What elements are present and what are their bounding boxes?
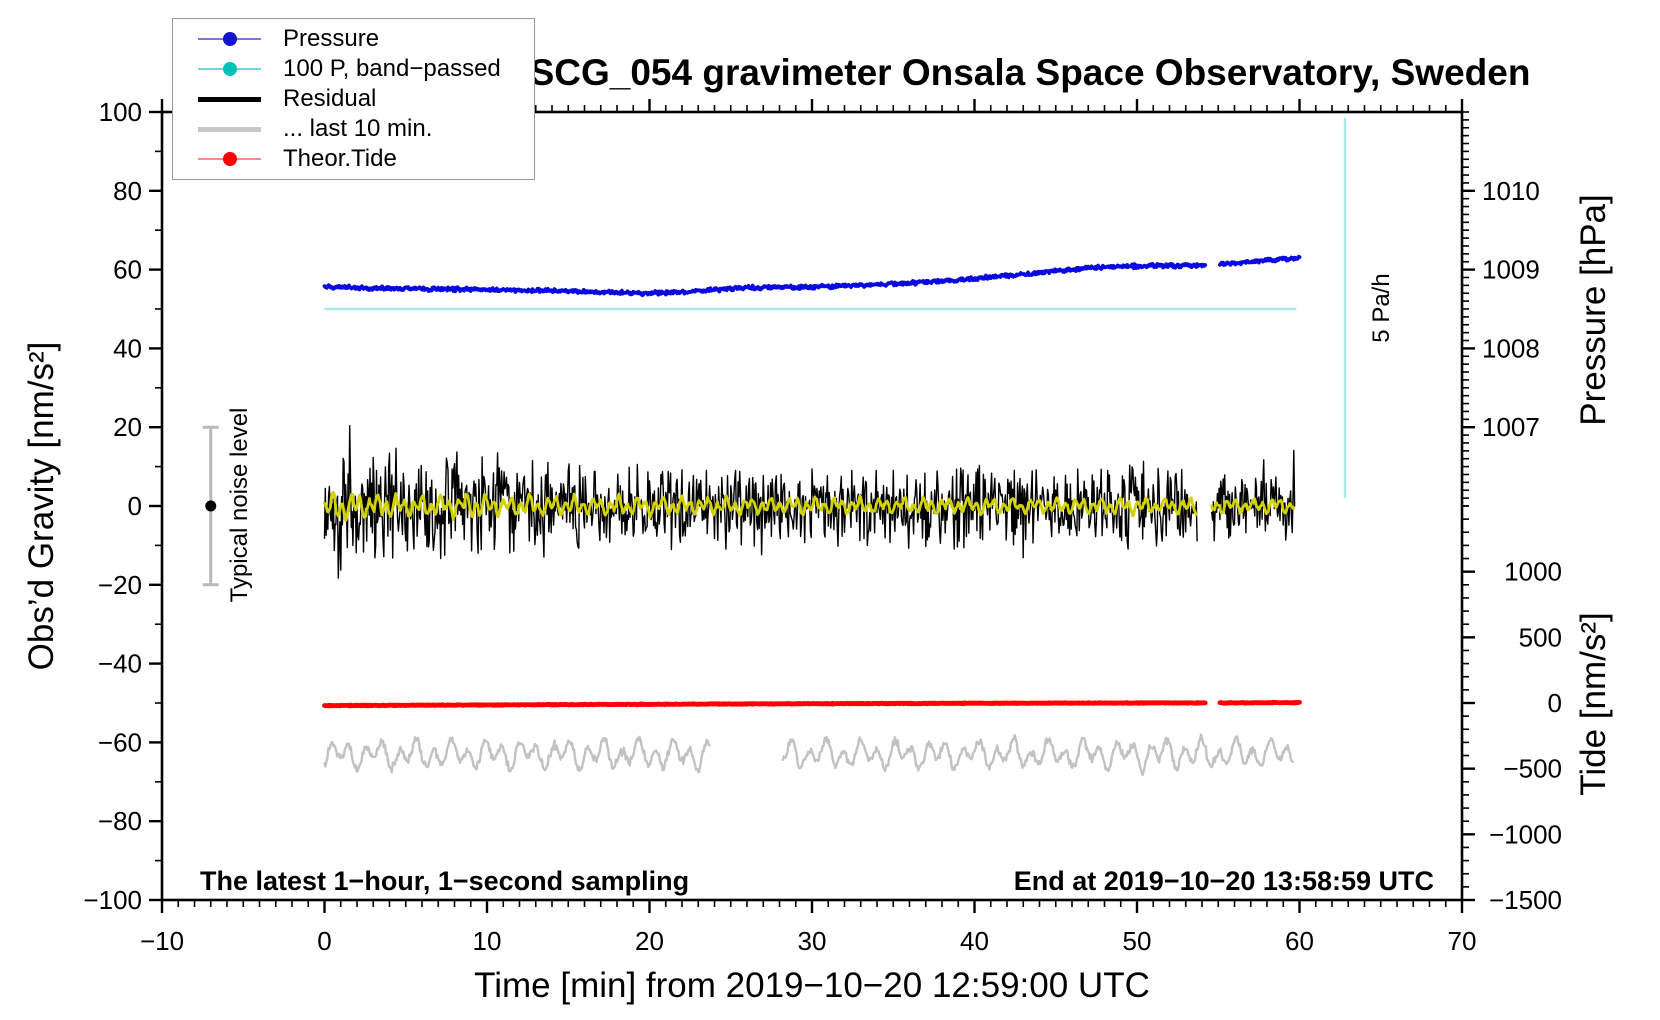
x-tick-label: 70 [1448, 926, 1477, 956]
y-tide-tick-label: −1500 [1489, 885, 1562, 915]
x-tick-label: 0 [317, 926, 331, 956]
y-pressure-tick-label: 1007 [1482, 412, 1540, 442]
y-tide-tick-label: −1000 [1489, 819, 1562, 849]
y-left-tick-label: 60 [113, 255, 142, 285]
x-tick-label: 60 [1285, 926, 1314, 956]
legend-swatch [198, 126, 261, 132]
noise-center-dot [205, 500, 217, 512]
y-left-tick-label: 100 [99, 97, 142, 127]
legend-marker-dot [222, 152, 237, 166]
legend-label: ... last 10 min. [283, 115, 433, 142]
legend-item-3: ... last 10 min. [173, 114, 534, 144]
legend: Pressure 100 P, band−passed Residual ... la… [172, 18, 535, 180]
legend-swatch [198, 152, 261, 166]
legend-swatch [198, 32, 261, 46]
sampling-note: The latest 1−hour, 1−second sampling [200, 866, 690, 896]
y-tide-tick-label: −500 [1503, 754, 1562, 784]
y-pressure-tick-label: 1008 [1482, 333, 1540, 363]
series-last10 [781, 733, 1294, 777]
x-tick-label: −10 [140, 926, 184, 956]
legend-label: Residual [283, 85, 377, 112]
legend-item-2: Residual [173, 84, 534, 114]
y-axis-title-gravity: Obs’d Gravity [nm/s²] [22, 341, 61, 671]
plot-frame [160, 110, 1464, 902]
series-tide [322, 700, 1208, 709]
y-pressure-tick-label: 1010 [1482, 176, 1540, 206]
x-tick-label: 40 [960, 926, 989, 956]
x-axis-title: Time [min] from 2019−10−20 12:59:00 UTC [474, 966, 1150, 1005]
legend-swatch [198, 96, 261, 102]
pressure-rate-label: 5 Pa/h [1368, 273, 1395, 343]
typical-noise-level-label: Typical noise level [226, 407, 253, 603]
y-left-tick-label: −80 [98, 806, 142, 836]
end-time-note: End at 2019−10−20 13:58:59 UTC [1013, 866, 1434, 896]
y-tide-tick-label: 1000 [1504, 557, 1562, 587]
y-left-tick-label: −20 [98, 570, 142, 600]
legend-marker-dot [222, 32, 237, 46]
typical-noise-errorbar [202, 425, 219, 587]
y-left-tick-label: −40 [98, 649, 142, 679]
legend-marker-dot [222, 62, 237, 76]
y-left-tick-label: −100 [83, 885, 142, 915]
x-tick-label: 50 [1123, 926, 1152, 956]
y-axis-title-pressure: Pressure [hPa] [1574, 194, 1613, 426]
y-pressure-tick-label: 1009 [1482, 255, 1540, 285]
y-tide-tick-label: 0 [1548, 688, 1562, 718]
x-tick-label: 20 [635, 926, 664, 956]
x-tick-label: 30 [798, 926, 827, 956]
legend-swatch [198, 62, 261, 76]
series-pressure [1218, 254, 1302, 267]
x-tick-label: 10 [473, 926, 502, 956]
series-last10 [323, 735, 711, 774]
legend-item-1: 100 P, band−passed [173, 54, 534, 84]
series-residual_smooth [1210, 497, 1296, 516]
legend-item-0: Pressure [173, 24, 534, 54]
legend-label: 100 P, band−passed [283, 55, 501, 82]
y-left-tick-label: 40 [113, 333, 142, 363]
series-residual [1211, 449, 1296, 542]
chart-title: SCG_054 gravimeter Onsala Space Observat… [529, 52, 1531, 93]
y-left-tick-label: 0 [128, 491, 142, 521]
y-left-tick-label: 20 [113, 412, 142, 442]
legend-label: Theor.Tide [283, 145, 397, 172]
series-tide [1217, 699, 1302, 706]
series-residual_smooth [323, 490, 1198, 522]
series-pressure [322, 261, 1208, 298]
legend-item-4: Theor.Tide [173, 144, 534, 174]
y-left-tick-label: 80 [113, 176, 142, 206]
y-tide-tick-label: 500 [1519, 622, 1562, 652]
y-left-tick-label: −60 [98, 727, 142, 757]
legend-label: Pressure [283, 25, 380, 52]
y-axis-title-tide: Tide [nm/s²] [1574, 612, 1613, 796]
